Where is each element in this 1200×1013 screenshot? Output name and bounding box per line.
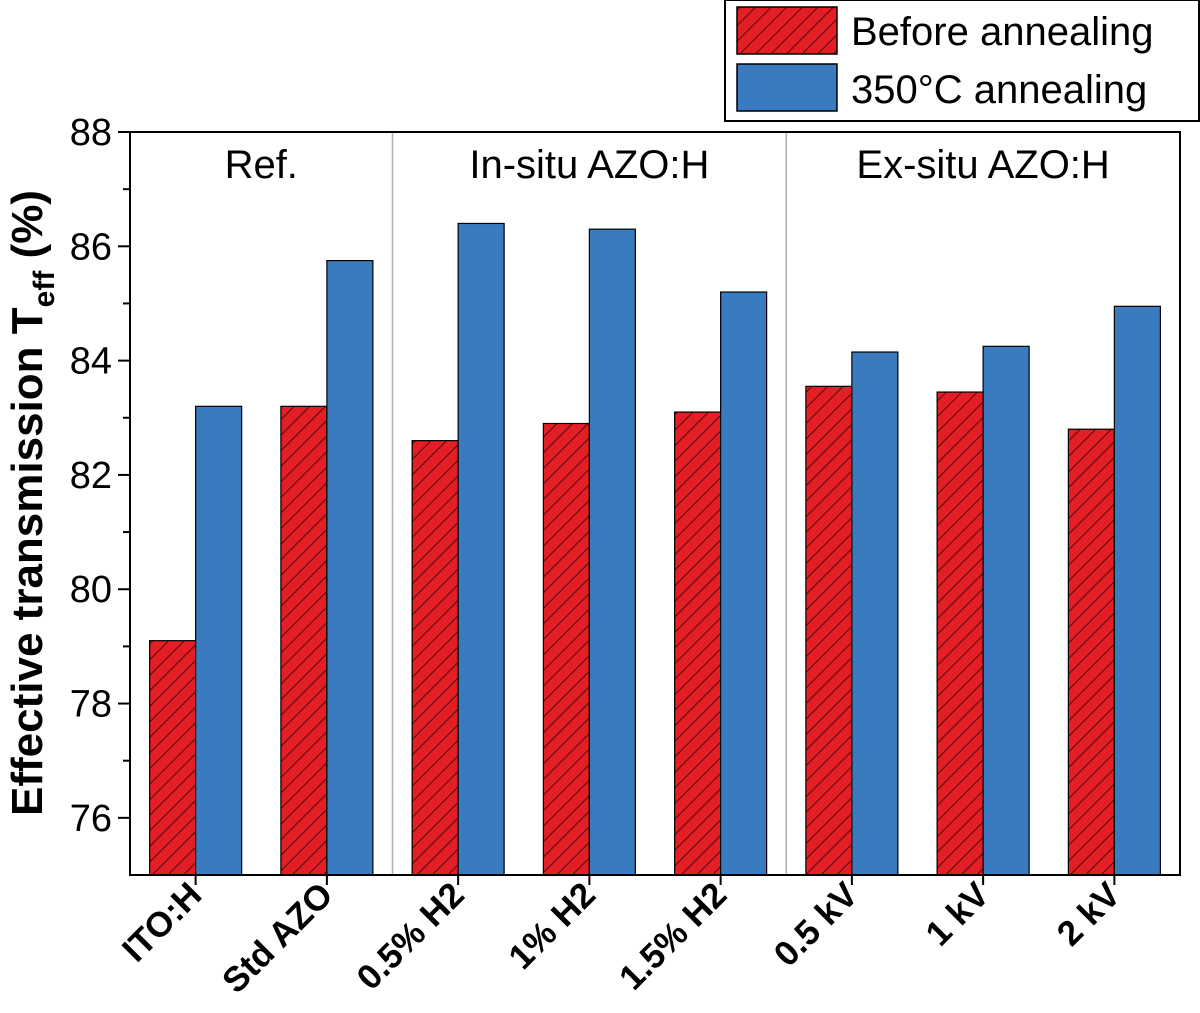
x-tick-label: Std AZO — [215, 875, 341, 1001]
legend-label-before-annealing: Before annealing — [851, 10, 1153, 54]
bar-before-6 — [936, 391, 984, 876]
bar-before-0 — [149, 640, 197, 876]
bar-before-1 — [280, 405, 328, 876]
y-axis-title-subscript: eff — [28, 270, 61, 308]
x-tick-label: 1 kV — [918, 875, 997, 954]
y-tick-label: 84 — [70, 341, 112, 383]
y-tick-label: 80 — [70, 569, 112, 611]
bar-before-4 — [674, 411, 722, 876]
bar-before-5 — [805, 385, 853, 876]
x-tick-label: ITO:H — [115, 875, 209, 969]
bar-before-7 — [1067, 428, 1115, 876]
legend-label-350c-annealing: 350°C annealing — [851, 68, 1147, 112]
bar-after-6 — [982, 345, 1030, 876]
bar-before-3 — [542, 422, 590, 876]
y-tick-label: 86 — [70, 226, 112, 268]
x-tick-label: 0.5 kV — [766, 875, 866, 975]
legend-swatch-350c-annealing — [736, 63, 838, 112]
legend: Before annealing 350°C annealing — [724, 0, 1200, 122]
y-tick-label: 82 — [70, 455, 112, 497]
group-label: In-situ AZO:H — [469, 143, 709, 187]
x-tick-label: 1% H2 — [501, 875, 603, 977]
plot-area: 76 78 80 82 84 86 88 ITO:H Std AZO 0.5% H2 1% H2 1.… — [70, 112, 1181, 1001]
y-axis-title-main: Effective transmission T — [3, 307, 52, 816]
x-tick-label: 1.5% H2 — [612, 875, 735, 998]
bar-after-2 — [457, 222, 505, 876]
y-tick-label: 78 — [70, 684, 112, 726]
bar-before-2 — [411, 440, 459, 876]
bar-after-0 — [195, 405, 243, 876]
x-tick-label: 2 kV — [1050, 875, 1129, 954]
legend-swatch-before-annealing — [736, 6, 838, 55]
bar-after-1 — [326, 259, 374, 876]
x-tick-label: 0.5% H2 — [349, 875, 472, 998]
group-label: Ref. — [225, 143, 298, 187]
y-axis-title: Effective transmission Teff (%) — [3, 190, 61, 816]
bar-after-4 — [720, 291, 768, 876]
plot-frame — [129, 131, 1181, 876]
y-tick-label: 88 — [70, 112, 112, 154]
bar-after-7 — [1113, 305, 1161, 876]
y-tick-label: 76 — [70, 798, 112, 840]
bar-after-5 — [851, 351, 899, 876]
y-axis-title-unit: (%) — [3, 190, 52, 271]
group-label: Ex-situ AZO:H — [856, 143, 1109, 187]
bar-after-3 — [588, 228, 636, 876]
